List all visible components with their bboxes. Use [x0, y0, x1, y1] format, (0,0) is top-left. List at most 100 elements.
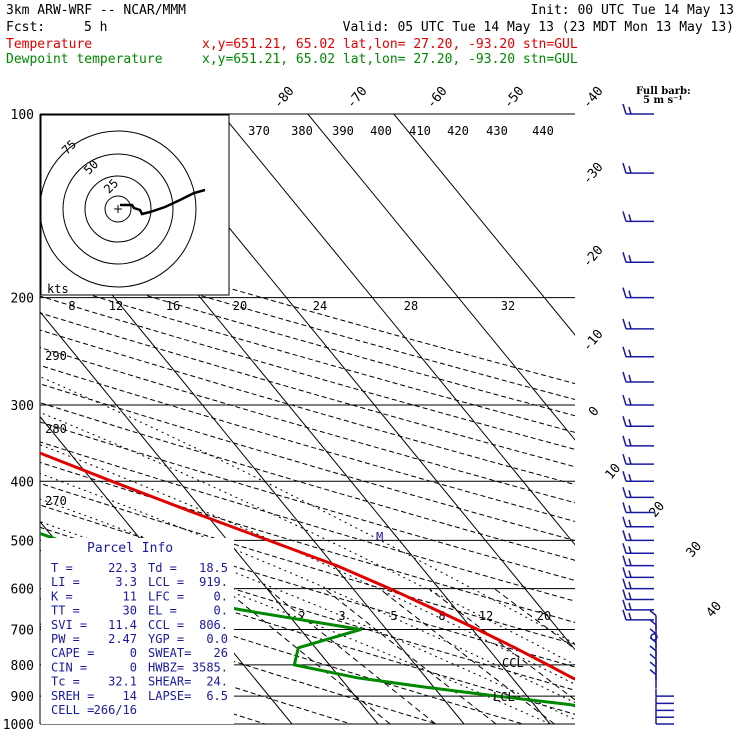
- mixing-ratio-label: 28: [404, 299, 418, 313]
- parcel-param-label: LFC =: [148, 589, 184, 603]
- parcel-param-label: PW =: [51, 632, 80, 646]
- theta-label: 270: [45, 494, 67, 508]
- wind-barb-flag: [628, 349, 632, 357]
- dry-adiabat: [40, 263, 575, 417]
- wind-barb-flag: [649, 628, 657, 635]
- sounding-lines: [40, 451, 575, 708]
- hodograph-center: [114, 205, 122, 213]
- parcel-param-label: CAPE =: [51, 646, 94, 660]
- wind-barb-flag: [622, 543, 627, 554]
- mixing-ratio-label: 32: [501, 299, 515, 313]
- wind-barb-flag: [622, 453, 627, 465]
- parcel-row: SVI = 11.4 CCL = 806.: [51, 618, 228, 632]
- theta-label: 420: [447, 124, 469, 138]
- dewpoint-location: x,y=651.21, 65.02 lat,lon= 27.20, -93.20…: [202, 52, 578, 67]
- parcel-param-value: 11: [123, 589, 137, 603]
- parcel-param-value: 919.: [199, 575, 228, 589]
- wind-barb-flag: [622, 416, 627, 427]
- parcel-param-value: 18.5: [199, 561, 228, 575]
- wind-barb-flag: [628, 570, 632, 578]
- parcel-param-value: 0: [130, 660, 137, 674]
- wind-barb-flag: [622, 371, 627, 383]
- wind-barb-flag: [622, 555, 627, 566]
- wind-barb-flag: [628, 505, 632, 513]
- dry-adiabat: [40, 421, 575, 581]
- theta-label: 280: [45, 422, 67, 436]
- mixing-ratio-label: 12: [479, 609, 493, 623]
- pressure-tick-label: 900: [11, 690, 34, 705]
- parcel-row: TT = 30 EL = 0.: [51, 604, 228, 618]
- wind-barb-flag: [628, 321, 632, 330]
- parcel-param-label: K =: [51, 589, 73, 603]
- wind-barb-flag: [628, 214, 632, 222]
- hodograph-ring: [62, 153, 174, 265]
- wind-barb-flag: [649, 645, 657, 652]
- wind-barb-flag: [628, 290, 632, 298]
- moist-adiabat: [40, 521, 551, 724]
- wind-barb-flag: [649, 661, 657, 668]
- parcel-param-label: EL =: [148, 604, 177, 618]
- parcel-row: LI = 3.3 LCL = 919.: [51, 575, 228, 589]
- parcel-param-label: SWEAT=: [148, 646, 191, 660]
- pressure-tick-label: 100: [11, 108, 34, 123]
- parcel-param-label: SHEAR=: [148, 675, 191, 689]
- dry-adiabat: [40, 232, 575, 385]
- hodograph-ring: [39, 130, 197, 288]
- parcel-param-label: LI =: [51, 575, 80, 589]
- theta-label: 290: [45, 349, 67, 363]
- mixing-ratio-line: [267, 588, 437, 724]
- wind-barb-flag: [622, 589, 627, 600]
- pressure-tick-label: 600: [11, 583, 34, 598]
- parcel-param-label: SVI =: [51, 618, 87, 632]
- wind-barb-flag: [628, 490, 632, 498]
- parcel-row: K = 11 LFC = 0.: [51, 589, 228, 603]
- hodograph-ring: [104, 195, 132, 223]
- parcel-param-label: HWBZ=: [148, 660, 184, 674]
- wind-barb-flag: [622, 487, 627, 498]
- wind-barb-flag: [628, 558, 632, 566]
- dry-adiabat: [40, 247, 575, 400]
- parcel-param-label: T =: [51, 561, 73, 575]
- wind-barb-flag: [649, 609, 657, 617]
- dry-adiabat: [40, 346, 575, 504]
- parcel-param-value: 3585.: [192, 660, 228, 674]
- wind-barb-flag: [622, 318, 627, 330]
- hodograph-ring: [84, 175, 152, 243]
- wind-barb-flag: [622, 516, 627, 527]
- wind-barb-flag: [628, 581, 632, 589]
- mixing-ratio-line: [379, 588, 555, 724]
- mixing-ratio-label: 16: [166, 299, 180, 313]
- parcel-param-label: CCL =: [148, 618, 184, 632]
- parcel-param-label: TT =: [51, 604, 80, 618]
- valid-time: Valid: 05 UTC Tue 14 May 13 (23 MDT Mon …: [343, 20, 734, 35]
- parcel-param-value: 0.: [214, 589, 228, 603]
- wind-barb-flag: [628, 419, 632, 427]
- temperature-legend: Temperature: [6, 37, 92, 52]
- wind-barb-flag: [628, 474, 632, 482]
- dry-adiabat: [40, 504, 575, 668]
- pressure-tick-label: 200: [11, 292, 34, 307]
- model-title: 3km ARW-WRF -- NCAR/MMM: [6, 3, 186, 18]
- parcel-param-label: CELL =: [51, 703, 94, 717]
- mixing-ratio-label: 20: [537, 609, 551, 623]
- dry-adiabat: [40, 573, 525, 724]
- parcel-row: CAPE = 0 SWEAT= 26: [51, 646, 228, 660]
- dry-adiabat: [40, 623, 353, 724]
- mixing-ratio-line: [224, 588, 391, 724]
- pressure-tick-label: 800: [11, 659, 34, 674]
- theta-label: 430: [486, 124, 508, 138]
- dry-adiabat: [40, 482, 575, 645]
- parcel-row: CIN = 0 HWBZ= 3585.: [51, 660, 228, 674]
- hodograph-units: kts: [47, 282, 69, 296]
- wind-barb-flag: [622, 471, 627, 482]
- barb-legend-units: 5 m s⁻¹: [643, 95, 683, 106]
- parcel-param-label: YGP =: [148, 632, 184, 646]
- wind-barb-flag: [628, 546, 632, 554]
- wind-barb-flag: [622, 530, 627, 541]
- dry-adiabat: [40, 295, 575, 450]
- wind-barb-flag: [622, 346, 627, 357]
- parcel-param-value: 3.3: [115, 575, 137, 589]
- wind-barb-flag: [622, 103, 627, 115]
